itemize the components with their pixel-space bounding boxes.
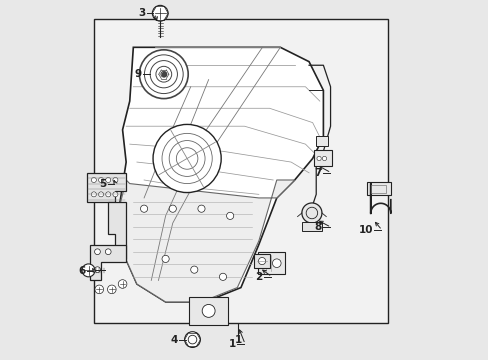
Circle shape [144, 55, 183, 94]
Circle shape [91, 177, 96, 183]
Circle shape [107, 285, 116, 294]
Text: 3: 3 [138, 8, 145, 18]
Text: 1: 1 [234, 334, 241, 345]
FancyBboxPatch shape [302, 222, 322, 231]
Circle shape [169, 205, 176, 212]
Circle shape [118, 280, 126, 288]
Text: 4: 4 [170, 334, 178, 345]
Polygon shape [108, 202, 126, 259]
Circle shape [202, 305, 215, 318]
Circle shape [258, 257, 265, 265]
Polygon shape [119, 47, 323, 302]
FancyBboxPatch shape [188, 297, 228, 325]
Circle shape [184, 332, 200, 347]
Circle shape [198, 205, 204, 212]
FancyBboxPatch shape [257, 252, 285, 274]
Polygon shape [90, 244, 126, 280]
Text: 1: 1 [228, 339, 235, 349]
Circle shape [156, 66, 171, 82]
Circle shape [190, 266, 198, 273]
Text: 6: 6 [78, 266, 85, 276]
Circle shape [105, 192, 110, 197]
FancyBboxPatch shape [315, 136, 328, 145]
Circle shape [162, 255, 169, 262]
Circle shape [113, 177, 118, 183]
Circle shape [105, 249, 111, 255]
Circle shape [95, 285, 103, 294]
Circle shape [316, 156, 321, 161]
Circle shape [219, 273, 226, 280]
Polygon shape [119, 180, 294, 302]
Text: 8: 8 [314, 222, 321, 232]
Circle shape [94, 267, 100, 273]
Circle shape [99, 177, 103, 183]
Text: 7: 7 [314, 168, 321, 178]
Circle shape [105, 177, 110, 183]
Circle shape [113, 192, 118, 197]
Circle shape [153, 125, 221, 193]
Circle shape [272, 259, 281, 267]
FancyBboxPatch shape [94, 19, 387, 323]
FancyBboxPatch shape [254, 254, 269, 268]
Circle shape [152, 5, 168, 21]
Circle shape [140, 205, 147, 212]
FancyBboxPatch shape [314, 150, 331, 166]
Polygon shape [86, 173, 126, 202]
Text: 10: 10 [358, 225, 372, 235]
Circle shape [94, 249, 100, 255]
Circle shape [301, 203, 321, 223]
Text: 9: 9 [135, 69, 142, 79]
Circle shape [322, 156, 326, 161]
Circle shape [91, 192, 96, 197]
Circle shape [139, 50, 188, 99]
Text: 5: 5 [99, 179, 106, 189]
Circle shape [226, 212, 233, 220]
Circle shape [150, 60, 177, 88]
Text: 2: 2 [255, 272, 262, 282]
Circle shape [99, 192, 103, 197]
Circle shape [161, 71, 166, 77]
Circle shape [82, 264, 95, 277]
FancyBboxPatch shape [366, 182, 390, 195]
